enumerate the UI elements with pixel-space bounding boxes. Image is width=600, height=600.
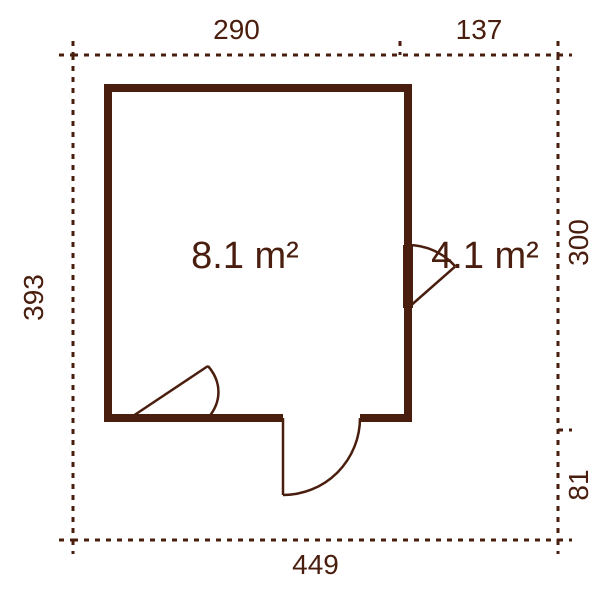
dim-top-left: 290 xyxy=(213,14,260,45)
area-room-a: 8.1 m² xyxy=(191,235,299,277)
dim-right-upper: 300 xyxy=(563,219,594,266)
area-room-b: 4.1 m² xyxy=(431,235,539,277)
dim-bottom: 449 xyxy=(292,549,339,580)
dim-left: 393 xyxy=(18,274,49,321)
floor-plan-diagram: 290 137 300 81 393 449 8.1 m² 4.1 m² xyxy=(0,0,600,600)
dim-right-lower: 81 xyxy=(563,469,594,500)
dim-top-right: 137 xyxy=(456,14,503,45)
